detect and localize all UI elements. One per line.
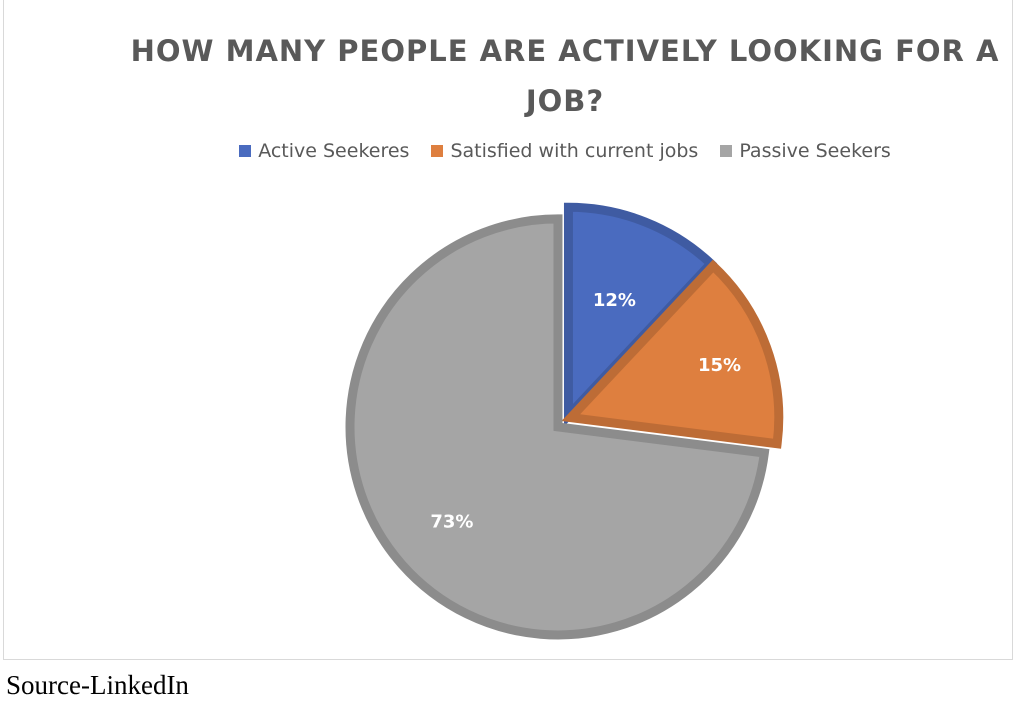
legend-label-passive: Passive Seekers bbox=[739, 140, 891, 162]
data-label-active: 12% bbox=[593, 290, 636, 311]
legend-swatch-active bbox=[239, 145, 252, 157]
pie-slice-passive bbox=[345, 214, 770, 640]
legend-item-active: Active Seekeres bbox=[239, 140, 409, 162]
chart-title: HOW MANY PEOPLE ARE ACTIVELY LOOKING FOR… bbox=[130, 34, 1000, 118]
legend-item-passive: Passive Seekers bbox=[720, 140, 891, 162]
chart-legend: Active Seekeres Satisfied with current j… bbox=[100, 140, 1014, 162]
pie-slice-satisfied bbox=[561, 259, 784, 449]
source-caption: Source-LinkedIn bbox=[6, 670, 189, 700]
legend-item-satisfied: Satisfied with current jobs bbox=[431, 140, 698, 162]
data-label-passive: 73% bbox=[430, 511, 473, 532]
legend-label-active: Active Seekeres bbox=[258, 140, 410, 162]
legend-swatch-satisfied bbox=[431, 145, 444, 157]
legend-label-satisfied: Satisfied with current jobs bbox=[450, 140, 699, 162]
data-label-satisfied: 15% bbox=[698, 355, 741, 376]
legend-swatch-passive bbox=[720, 145, 733, 157]
pie-slice-active bbox=[563, 202, 718, 427]
